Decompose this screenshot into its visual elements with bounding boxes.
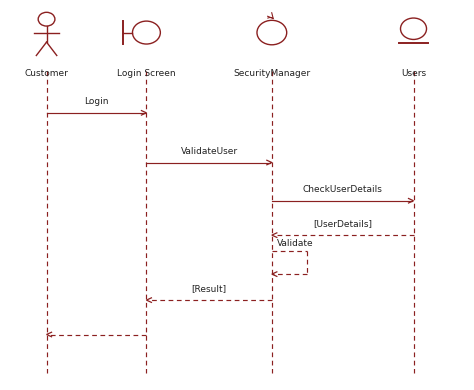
Text: [UserDetails]: [UserDetails] — [313, 219, 372, 228]
Text: Login: Login — [84, 97, 109, 106]
Text: CheckUserDetails: CheckUserDetails — [303, 185, 383, 194]
Text: SecurityManager: SecurityManager — [233, 69, 310, 78]
Text: Login Screen: Login Screen — [117, 69, 176, 78]
Text: Validate: Validate — [276, 239, 313, 248]
Text: Customer: Customer — [25, 69, 68, 78]
Text: ValidateUser: ValidateUser — [181, 147, 237, 156]
Text: [Result]: [Result] — [191, 284, 227, 293]
Text: Users: Users — [401, 69, 426, 78]
